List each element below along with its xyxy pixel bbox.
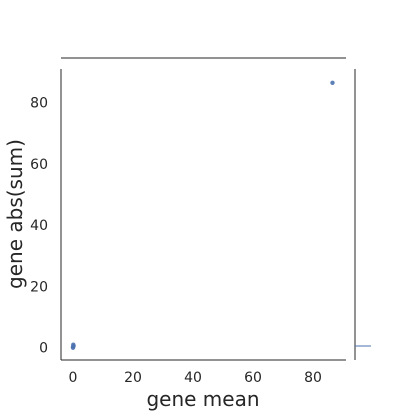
right-marginal-plot xyxy=(354,69,371,360)
y-tick-label: 60 xyxy=(30,157,48,173)
y-axis-label: gene abs(sum) xyxy=(3,139,27,289)
main-axes xyxy=(60,69,346,361)
x-tick-label: 80 xyxy=(304,370,322,386)
scatter-points xyxy=(70,80,335,350)
y-tick-label: 80 xyxy=(30,96,48,112)
x-tick-label: 0 xyxy=(69,370,78,386)
x-tick-label: 20 xyxy=(124,370,142,386)
scatter-point xyxy=(70,345,76,350)
scatter-point xyxy=(330,80,335,85)
x-tick-label: 60 xyxy=(244,370,262,386)
y-tick-label: 40 xyxy=(30,218,48,234)
x-axis-label: gene mean xyxy=(146,387,259,411)
x-tick-label: 40 xyxy=(184,370,202,386)
y-tick-label: 0 xyxy=(39,341,48,357)
x-tick-labels: 0 20 40 60 80 xyxy=(69,370,322,386)
y-tick-label: 20 xyxy=(30,279,48,295)
y-tick-labels: 0 20 40 60 80 xyxy=(30,96,48,357)
